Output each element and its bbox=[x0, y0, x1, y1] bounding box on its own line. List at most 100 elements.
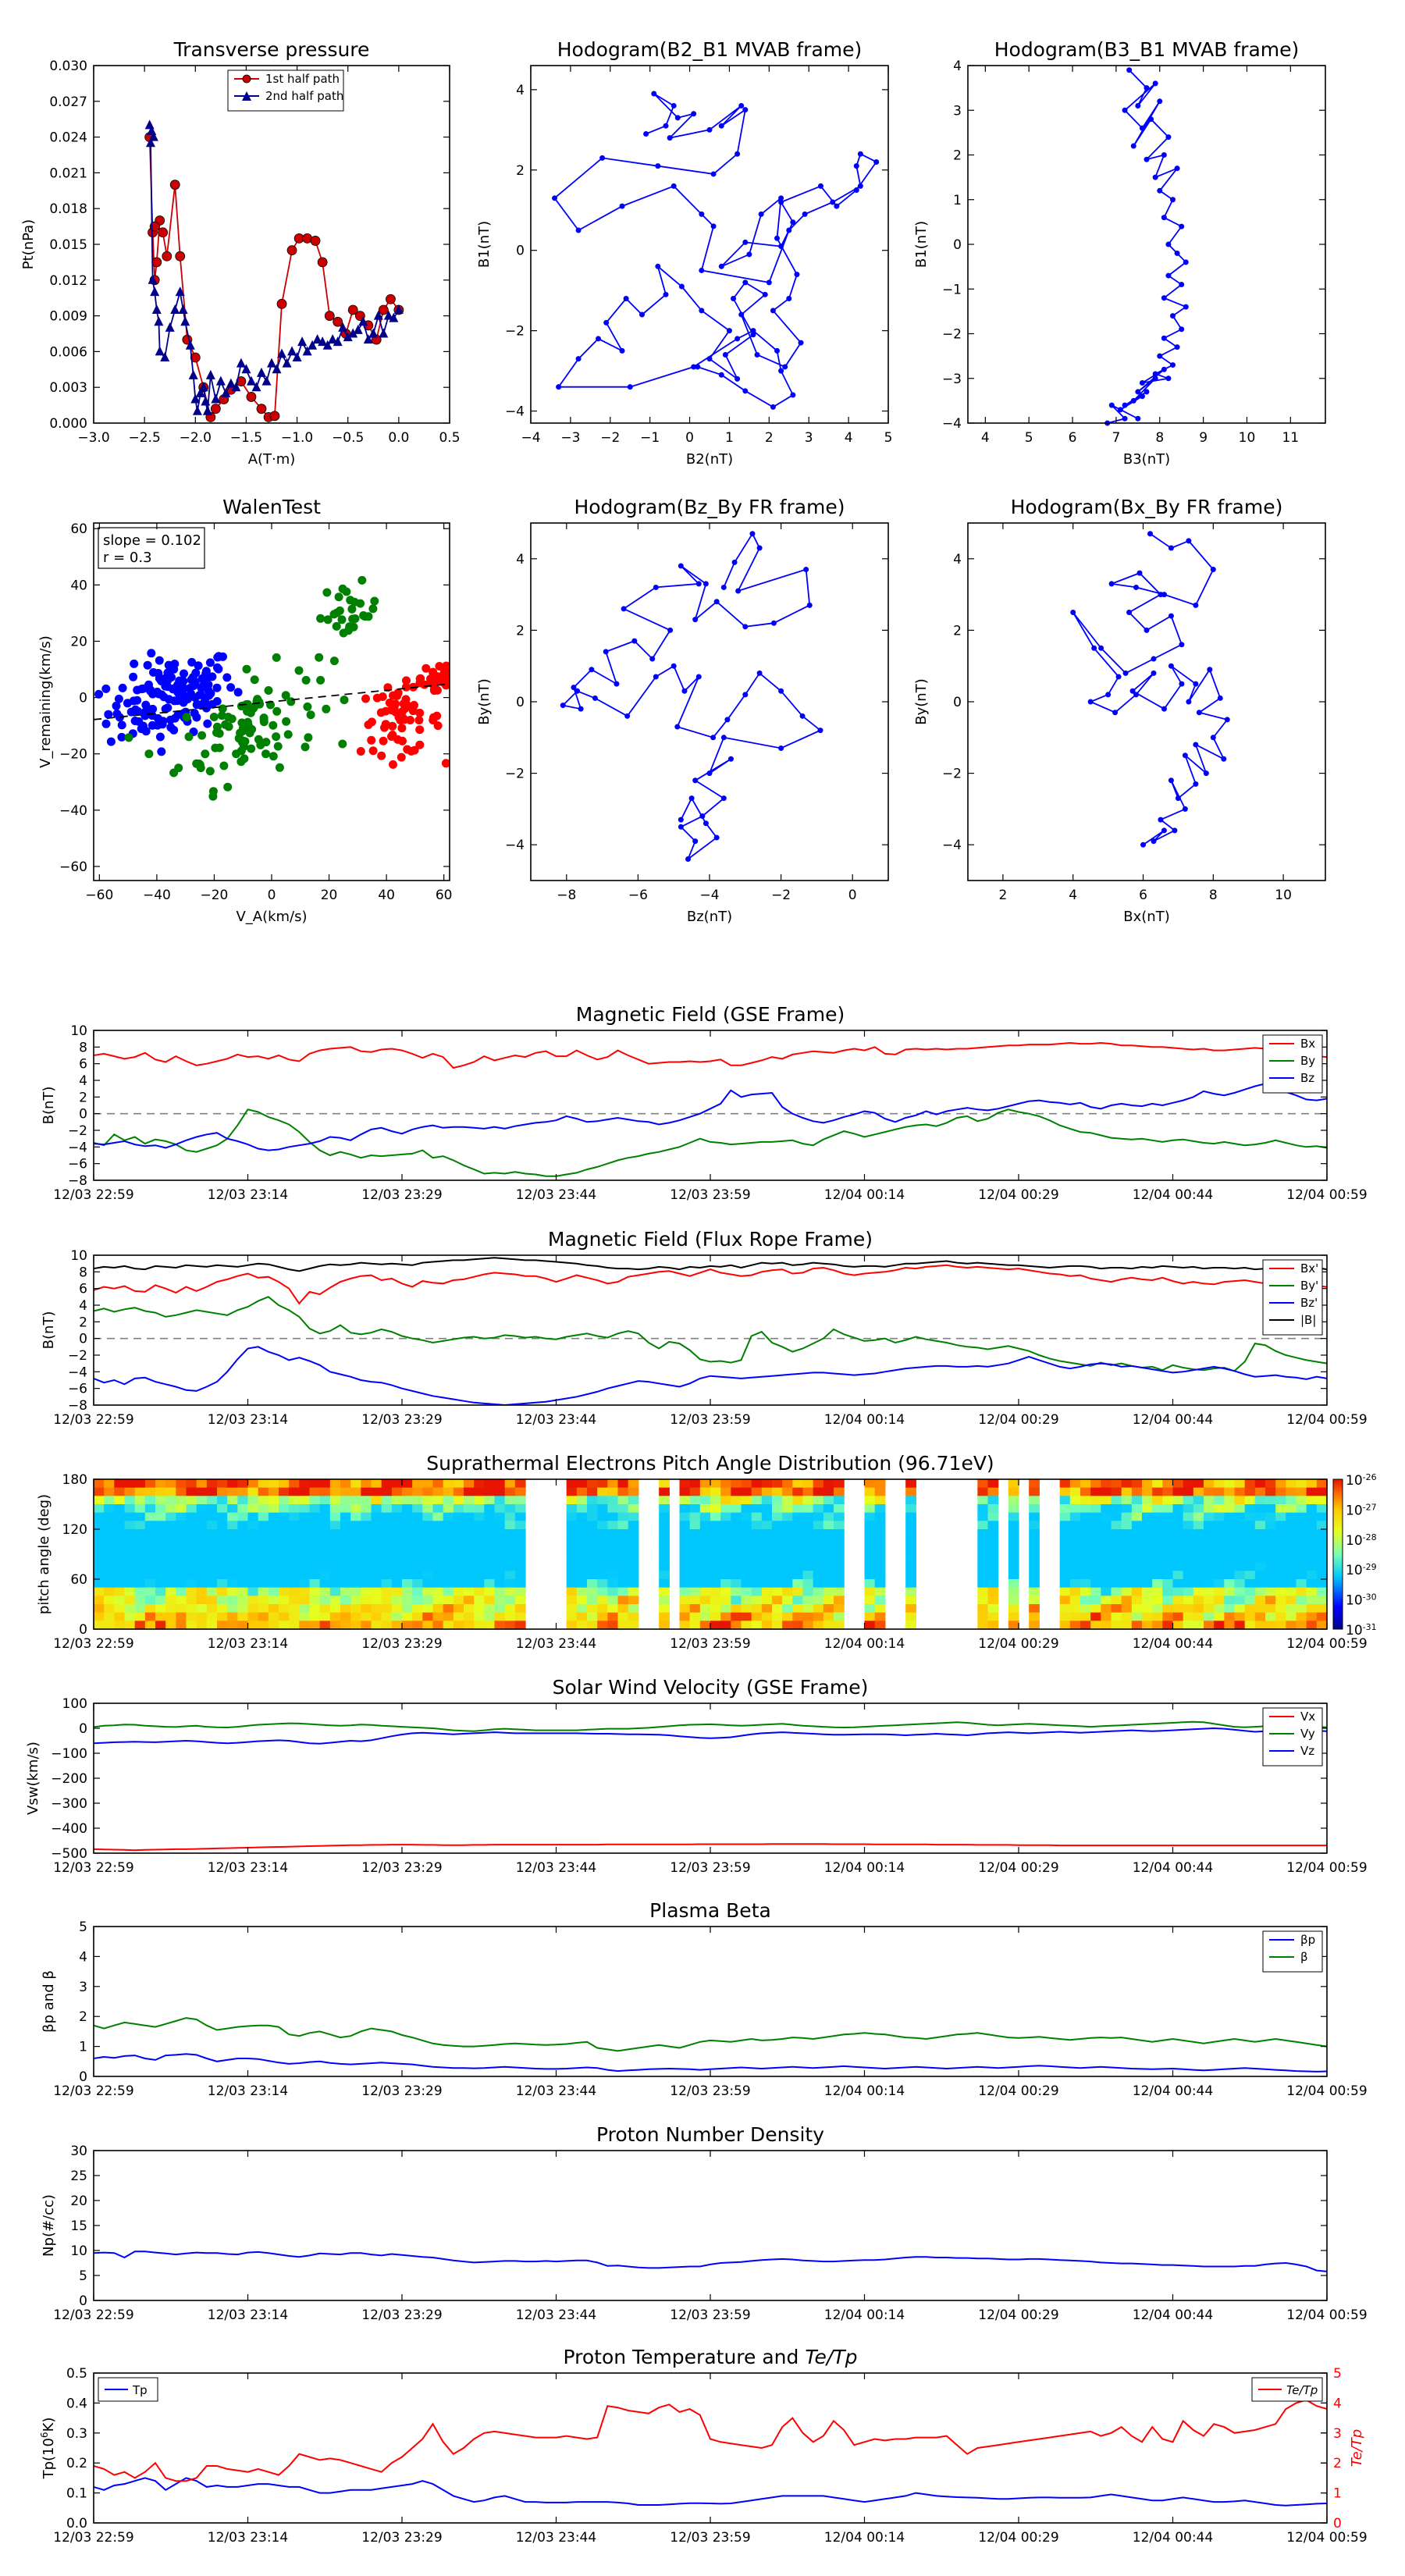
pitch-angle-cell bbox=[1286, 1487, 1297, 1496]
pitch-angle-cell bbox=[751, 1612, 763, 1621]
pitch-angle-cell bbox=[710, 1562, 721, 1571]
hodogram-b2-b1-point bbox=[699, 308, 705, 314]
pitch-angle-cell bbox=[597, 1546, 608, 1555]
transverse-pressure-series-1-line bbox=[148, 125, 400, 411]
pitch-angle-cell bbox=[196, 1612, 208, 1621]
transverse-pressure-point bbox=[226, 378, 236, 388]
pitch-angle-cell bbox=[258, 1554, 269, 1564]
pitch-angle-cell bbox=[741, 1496, 752, 1505]
pitch-angle-cell bbox=[206, 1596, 218, 1605]
pitch-angle-cell bbox=[1142, 1596, 1153, 1605]
pitch-angle-cell bbox=[617, 1579, 629, 1589]
transverse-pressure-y-tick-label: 0.012 bbox=[49, 273, 87, 289]
pitch-angle-cell bbox=[1244, 1621, 1256, 1630]
pitch-angle-cell bbox=[474, 1621, 485, 1630]
walen-test-point bbox=[104, 710, 113, 719]
transverse-pressure-point bbox=[231, 382, 241, 392]
proton-density-x-tick-label: 12/04 00:59 bbox=[1286, 2307, 1367, 2323]
walen-test-point bbox=[397, 753, 406, 762]
pitch-angle-cell bbox=[371, 1487, 382, 1496]
pitch-angle-cell bbox=[679, 1504, 691, 1514]
walen-test-point bbox=[380, 723, 389, 732]
pitch-angle-cell bbox=[1183, 1546, 1194, 1555]
plasma-beta-x-tick-label: 12/04 00:29 bbox=[978, 2083, 1058, 2099]
walen-test-point bbox=[149, 667, 158, 677]
pitch-angle-cell bbox=[196, 1512, 208, 1521]
pitch-angle-cell bbox=[699, 1487, 711, 1496]
pitch-angle-cell bbox=[371, 1537, 382, 1546]
hodogram-b3-b1-frame bbox=[967, 65, 1326, 424]
pitch-angle-cell bbox=[114, 1562, 126, 1571]
magnetic-field-fr-y-tick-label: 8 bbox=[79, 1265, 87, 1280]
pitch-angle-cell bbox=[1244, 1587, 1256, 1596]
pitch-angle-cell bbox=[124, 1604, 136, 1614]
pitch-angle-cell bbox=[1234, 1529, 1246, 1539]
pitch-angle-cell bbox=[258, 1512, 269, 1521]
pitch-angle-cell bbox=[874, 1537, 886, 1546]
pitch-angle-x-tick-label: 12/03 22:59 bbox=[53, 1636, 133, 1652]
pitch-angle-cell bbox=[329, 1512, 341, 1521]
hodogram-b2-b1-point bbox=[722, 352, 728, 358]
pitch-angle-cell bbox=[720, 1546, 731, 1555]
magnetic-field-gse-legend-box bbox=[1262, 1034, 1323, 1094]
walen-test-fit-line bbox=[93, 683, 450, 720]
hodogram-b3-b1-point bbox=[1117, 407, 1123, 413]
pitch-angle-cell bbox=[1296, 1562, 1307, 1571]
pitch-angle-cell bbox=[761, 1479, 773, 1489]
pitch-angle-cell bbox=[699, 1612, 711, 1621]
pitch-angle-cell bbox=[464, 1504, 475, 1514]
pitch-angle-cell bbox=[1265, 1612, 1276, 1621]
pitch-angle-cell bbox=[782, 1579, 793, 1589]
pitch-angle-cell bbox=[1131, 1587, 1143, 1596]
walen-test-point bbox=[137, 685, 147, 694]
transverse-pressure-point bbox=[302, 346, 312, 356]
proton-density-y-label: Np(#/cc) bbox=[41, 2194, 57, 2257]
pitch-angle-cell bbox=[514, 1479, 526, 1489]
pitch-angle-cell bbox=[977, 1562, 989, 1571]
pitch-angle-cell bbox=[1316, 1604, 1328, 1614]
pitch-angle-cell bbox=[1152, 1529, 1163, 1539]
pitch-angle-cell bbox=[247, 1562, 259, 1571]
pitch-angle-cell bbox=[134, 1487, 146, 1496]
pitch-angle-cell bbox=[1111, 1479, 1122, 1489]
pitch-angle-cell bbox=[1069, 1604, 1081, 1614]
pitch-angle-cell bbox=[237, 1579, 249, 1589]
walen-test-point bbox=[332, 621, 341, 631]
hodogram-b2-b1-y-label: B1(nT) bbox=[476, 221, 493, 268]
pitch-angle-cell bbox=[94, 1604, 105, 1614]
walen-test-point bbox=[226, 683, 236, 692]
pitch-angle-cell bbox=[751, 1479, 763, 1489]
hodogram-b2-b1-point bbox=[695, 364, 701, 370]
walen-test-point bbox=[214, 652, 223, 661]
pitch-angle-cell bbox=[381, 1596, 393, 1605]
pitch-angle-cell bbox=[165, 1562, 176, 1571]
pitch-angle-cell bbox=[617, 1562, 629, 1571]
pitch-angle-cell bbox=[1204, 1504, 1215, 1514]
pitch-angle-cell bbox=[679, 1562, 691, 1571]
pitch-angle-cell bbox=[144, 1571, 156, 1580]
pitch-angle-cell bbox=[319, 1529, 331, 1539]
pitch-angle-cell bbox=[329, 1587, 341, 1596]
pitch-angle-cell bbox=[134, 1529, 146, 1539]
pitch-angle-cell bbox=[206, 1504, 218, 1514]
pitch-angle-cell bbox=[1214, 1529, 1225, 1539]
transverse-pressure-point bbox=[343, 332, 353, 342]
pitch-angle-cell bbox=[1101, 1587, 1112, 1596]
pitch-angle-cell bbox=[494, 1612, 506, 1621]
pitch-angle-cell bbox=[299, 1521, 311, 1530]
pitch-angle-cell bbox=[340, 1571, 351, 1580]
pitch-angle-cell bbox=[504, 1504, 516, 1514]
pitch-angle-cell bbox=[504, 1546, 516, 1555]
walen-test-point bbox=[368, 604, 378, 614]
pitch-angle-cell bbox=[802, 1587, 814, 1596]
pitch-angle-cell bbox=[731, 1612, 742, 1621]
walen-test-point bbox=[433, 721, 443, 731]
pitch-angle-cell bbox=[432, 1612, 444, 1621]
pitch-angle-cell bbox=[1193, 1596, 1204, 1605]
solar-wind-velocity-y-tick-label: −100 bbox=[51, 1746, 87, 1762]
plasma-beta-y-tick-label: 2 bbox=[79, 2009, 87, 2025]
pitch-angle-cell bbox=[597, 1562, 608, 1571]
pitch-angle-cell bbox=[104, 1504, 115, 1514]
pitch-angle-cell bbox=[1152, 1537, 1163, 1546]
pitch-angle-cell bbox=[782, 1496, 793, 1505]
